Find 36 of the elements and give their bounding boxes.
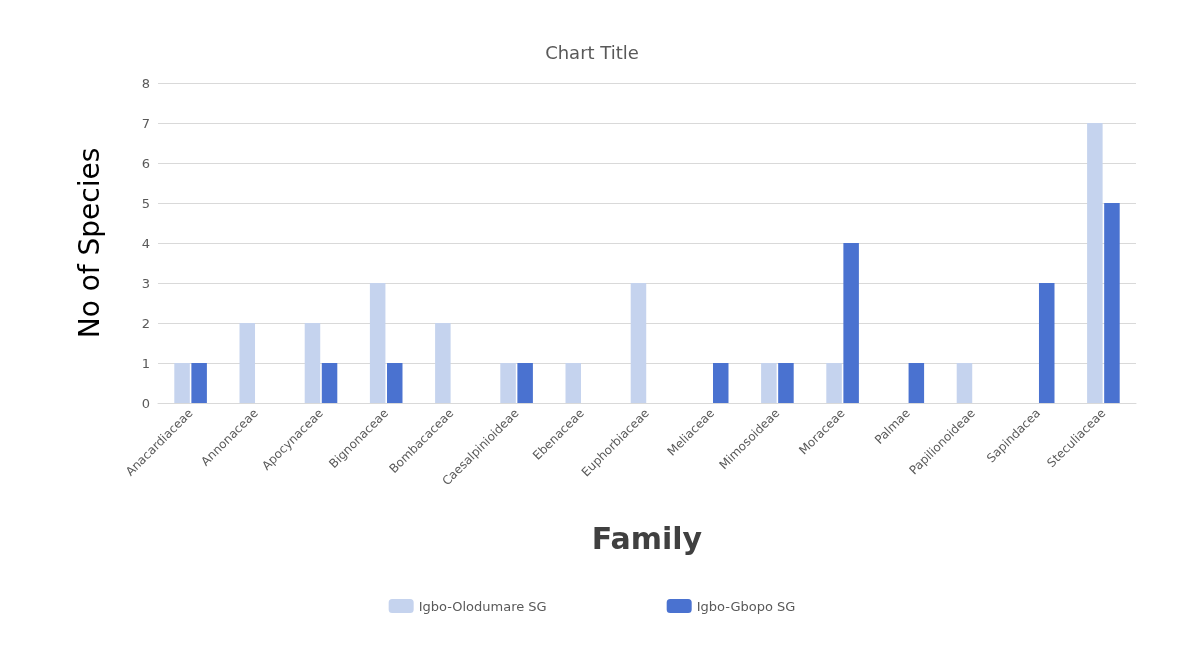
- bar: [778, 363, 794, 403]
- bar: [908, 363, 925, 403]
- bar: [565, 363, 582, 403]
- bar: [369, 283, 386, 403]
- chart-title: Chart Title: [545, 41, 639, 63]
- bar: [174, 363, 190, 403]
- bar: [386, 363, 403, 403]
- bar: [1104, 203, 1120, 403]
- legend-label: Igbo-Olodumare SG: [418, 598, 547, 614]
- y-tick-label: 7: [141, 115, 150, 131]
- bar: [321, 363, 338, 403]
- bar: [1038, 283, 1055, 403]
- bar: [826, 363, 842, 403]
- y-tick-label: 8: [141, 75, 150, 91]
- bar: [712, 363, 729, 403]
- bar: [517, 363, 533, 403]
- y-tick-label: 1: [141, 355, 150, 371]
- bar: [435, 323, 451, 403]
- y-tick-label: 3: [141, 275, 150, 291]
- x-axis-title: Family: [591, 520, 703, 556]
- y-tick-label: 4: [141, 235, 150, 251]
- bar: [956, 363, 973, 403]
- bar: [1087, 123, 1103, 403]
- bar: [191, 363, 207, 403]
- bar: [630, 283, 647, 403]
- bar: [500, 363, 516, 403]
- y-tick-label: 0: [141, 395, 150, 411]
- bar: [843, 243, 859, 403]
- legend-label: Igbo-Gbopo SG: [696, 598, 796, 614]
- bar: [239, 323, 256, 403]
- bar: [304, 323, 321, 403]
- y-tick-label: 5: [141, 195, 150, 211]
- bar: [761, 363, 777, 403]
- y-tick-label: 2: [141, 315, 150, 331]
- y-axis-title: No of Species: [72, 147, 106, 339]
- y-tick-label: 6: [141, 155, 150, 171]
